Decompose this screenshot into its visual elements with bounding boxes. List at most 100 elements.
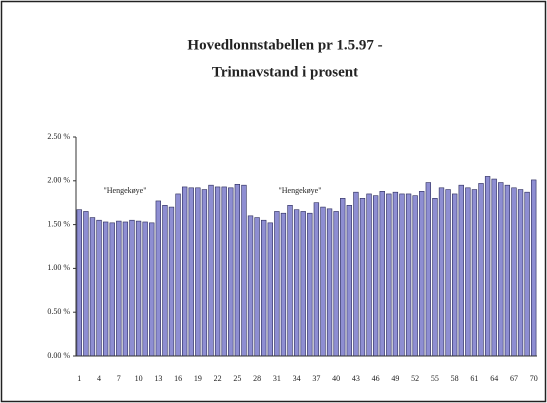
x-tick-label: 25	[233, 374, 241, 383]
bar	[425, 182, 432, 357]
bar	[274, 211, 280, 357]
bar	[320, 206, 326, 357]
bar	[122, 221, 129, 357]
x-tick-label: 46	[372, 374, 380, 383]
bar	[221, 186, 227, 357]
x-tick-label: 64	[490, 374, 498, 383]
chart-title: Hovedlonnstabellen pr 1.5.97 -	[187, 37, 382, 53]
x-tick-label: 13	[154, 374, 162, 383]
bar	[195, 187, 201, 357]
bar	[201, 189, 208, 357]
y-tick-label: 2.50 %	[47, 132, 70, 141]
y-tick-label: 0.00 %	[47, 351, 70, 360]
bar	[89, 217, 96, 357]
bar	[491, 178, 497, 357]
bar	[96, 219, 102, 357]
bar	[109, 222, 115, 357]
x-tick-label: 4	[97, 374, 101, 383]
x-tick-label: 37	[312, 374, 320, 383]
bar	[102, 221, 109, 357]
bar	[188, 187, 194, 357]
x-tick-label: 55	[431, 374, 439, 383]
bar	[254, 217, 260, 357]
bar	[149, 222, 155, 357]
y-tick-label: 1.50 %	[47, 219, 70, 228]
bar	[366, 193, 372, 357]
x-tick-label: 34	[293, 374, 301, 383]
bar	[372, 195, 379, 357]
y-tick-label: 0.50 %	[47, 307, 70, 316]
bar	[135, 220, 142, 357]
x-tick-label: 28	[253, 374, 261, 383]
bar	[419, 191, 425, 357]
bar	[511, 187, 517, 357]
x-tick-label: 49	[391, 374, 399, 383]
y-tick-label: 2.00 %	[47, 176, 70, 185]
bar	[142, 221, 148, 357]
x-tick-label: 1	[77, 374, 81, 383]
bar	[287, 205, 293, 357]
bar	[517, 189, 524, 357]
bar	[412, 195, 418, 357]
x-tick-label: 52	[411, 374, 419, 383]
bar	[405, 193, 412, 357]
bar	[471, 189, 478, 357]
bar	[432, 198, 438, 357]
bar	[214, 186, 221, 357]
bar	[359, 198, 366, 357]
bar	[76, 209, 82, 357]
x-tick-label: 22	[214, 374, 222, 383]
bar	[293, 209, 300, 357]
bar	[241, 184, 247, 357]
bar	[392, 191, 399, 357]
bar	[484, 176, 491, 357]
x-tick-label: 58	[451, 374, 459, 383]
x-tick-label: 40	[332, 374, 340, 383]
bar	[353, 191, 359, 357]
x-tick-label: 19	[194, 374, 202, 383]
bar	[333, 211, 339, 357]
bar	[267, 222, 273, 357]
annotation: "Hengekøye"	[104, 186, 147, 195]
bar	[307, 212, 313, 357]
bar	[129, 219, 135, 357]
bar	[168, 206, 175, 357]
bar	[498, 182, 504, 357]
bar	[504, 184, 511, 357]
x-tick-label: 7	[117, 374, 121, 383]
bar	[452, 193, 458, 357]
bar	[346, 205, 352, 357]
bar	[300, 211, 306, 357]
bar	[181, 186, 188, 357]
bar	[313, 202, 320, 357]
bar	[458, 184, 464, 357]
bar	[465, 187, 471, 357]
bar	[162, 205, 168, 357]
x-tick-label: 31	[273, 374, 281, 383]
bar	[326, 208, 333, 357]
bar	[524, 191, 530, 357]
bar	[116, 220, 122, 357]
x-tick-label: 70	[530, 374, 538, 383]
bar	[445, 189, 451, 357]
bar	[261, 219, 267, 357]
bar	[531, 179, 537, 357]
chart-subtitle: Trinnavstand i prosent	[212, 64, 358, 80]
bar	[379, 191, 385, 357]
bar	[478, 183, 484, 357]
bar	[155, 200, 161, 357]
bar	[280, 212, 287, 357]
y-tick-label: 1.00 %	[47, 263, 70, 272]
bar	[234, 184, 241, 357]
bar	[83, 211, 89, 357]
bar	[438, 187, 445, 357]
bar	[228, 187, 234, 357]
bar	[340, 198, 346, 357]
bar	[208, 184, 214, 357]
x-tick-label: 61	[470, 374, 478, 383]
x-tick-label: 16	[174, 374, 182, 383]
bar	[399, 193, 405, 357]
x-tick-label: 10	[135, 374, 143, 383]
bar	[175, 193, 181, 357]
